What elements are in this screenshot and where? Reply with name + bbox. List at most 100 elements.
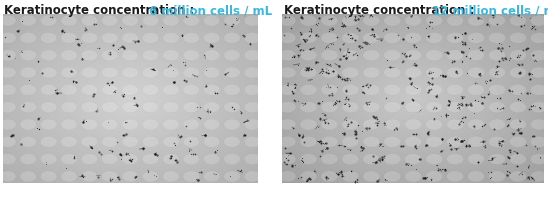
Circle shape bbox=[183, 136, 199, 147]
Circle shape bbox=[41, 50, 57, 61]
Circle shape bbox=[244, 171, 261, 182]
Circle shape bbox=[142, 15, 159, 26]
Circle shape bbox=[0, 15, 16, 26]
Circle shape bbox=[20, 136, 36, 147]
Circle shape bbox=[101, 154, 118, 164]
Circle shape bbox=[41, 33, 57, 43]
Circle shape bbox=[279, 102, 296, 112]
Circle shape bbox=[363, 33, 380, 43]
Circle shape bbox=[61, 67, 77, 78]
Circle shape bbox=[163, 102, 179, 112]
Circle shape bbox=[363, 67, 380, 78]
Circle shape bbox=[447, 67, 464, 78]
Circle shape bbox=[279, 119, 296, 130]
Circle shape bbox=[183, 119, 199, 130]
Circle shape bbox=[244, 15, 261, 26]
Circle shape bbox=[342, 102, 359, 112]
Circle shape bbox=[0, 33, 16, 43]
Circle shape bbox=[510, 50, 526, 61]
Circle shape bbox=[142, 33, 159, 43]
Circle shape bbox=[321, 50, 338, 61]
Circle shape bbox=[530, 67, 547, 78]
Circle shape bbox=[203, 15, 220, 26]
Circle shape bbox=[384, 67, 401, 78]
Circle shape bbox=[101, 171, 118, 182]
Circle shape bbox=[300, 171, 317, 182]
Circle shape bbox=[224, 119, 240, 130]
Circle shape bbox=[447, 136, 464, 147]
Circle shape bbox=[61, 50, 77, 61]
Circle shape bbox=[142, 136, 159, 147]
Circle shape bbox=[279, 67, 296, 78]
Circle shape bbox=[203, 50, 220, 61]
Circle shape bbox=[122, 85, 138, 95]
Circle shape bbox=[342, 136, 359, 147]
Circle shape bbox=[41, 154, 57, 164]
Circle shape bbox=[244, 85, 261, 95]
Circle shape bbox=[0, 102, 16, 112]
Circle shape bbox=[20, 33, 36, 43]
Circle shape bbox=[510, 119, 526, 130]
Circle shape bbox=[405, 50, 421, 61]
Circle shape bbox=[41, 67, 57, 78]
Circle shape bbox=[142, 67, 159, 78]
Circle shape bbox=[163, 67, 179, 78]
Circle shape bbox=[20, 171, 36, 182]
Circle shape bbox=[342, 15, 359, 26]
Circle shape bbox=[61, 171, 77, 182]
Circle shape bbox=[530, 136, 547, 147]
Circle shape bbox=[61, 33, 77, 43]
Circle shape bbox=[20, 102, 36, 112]
Circle shape bbox=[467, 102, 484, 112]
Circle shape bbox=[510, 136, 526, 147]
Circle shape bbox=[426, 171, 443, 182]
Circle shape bbox=[489, 171, 505, 182]
Circle shape bbox=[81, 154, 98, 164]
Circle shape bbox=[142, 119, 159, 130]
Circle shape bbox=[530, 171, 547, 182]
Circle shape bbox=[447, 15, 464, 26]
Circle shape bbox=[447, 119, 464, 130]
Circle shape bbox=[244, 50, 261, 61]
Circle shape bbox=[122, 67, 138, 78]
Circle shape bbox=[203, 136, 220, 147]
Circle shape bbox=[203, 102, 220, 112]
Circle shape bbox=[405, 119, 421, 130]
Circle shape bbox=[122, 154, 138, 164]
Circle shape bbox=[426, 15, 443, 26]
Circle shape bbox=[363, 119, 380, 130]
Circle shape bbox=[426, 33, 443, 43]
Circle shape bbox=[405, 102, 421, 112]
Circle shape bbox=[384, 102, 401, 112]
Circle shape bbox=[224, 102, 240, 112]
Circle shape bbox=[426, 102, 443, 112]
Circle shape bbox=[530, 50, 547, 61]
Circle shape bbox=[510, 33, 526, 43]
Circle shape bbox=[405, 67, 421, 78]
Circle shape bbox=[467, 136, 484, 147]
Circle shape bbox=[467, 50, 484, 61]
Circle shape bbox=[61, 85, 77, 95]
Circle shape bbox=[342, 50, 359, 61]
Circle shape bbox=[203, 171, 220, 182]
Circle shape bbox=[447, 50, 464, 61]
Circle shape bbox=[0, 50, 16, 61]
Circle shape bbox=[41, 136, 57, 147]
Circle shape bbox=[122, 171, 138, 182]
Circle shape bbox=[300, 136, 317, 147]
Circle shape bbox=[530, 15, 547, 26]
Circle shape bbox=[300, 154, 317, 164]
Circle shape bbox=[81, 102, 98, 112]
Circle shape bbox=[342, 67, 359, 78]
Circle shape bbox=[122, 102, 138, 112]
Circle shape bbox=[384, 85, 401, 95]
Circle shape bbox=[163, 33, 179, 43]
Circle shape bbox=[163, 171, 179, 182]
Circle shape bbox=[489, 154, 505, 164]
Circle shape bbox=[279, 33, 296, 43]
Circle shape bbox=[81, 50, 98, 61]
Circle shape bbox=[279, 85, 296, 95]
Circle shape bbox=[467, 119, 484, 130]
Circle shape bbox=[20, 50, 36, 61]
Circle shape bbox=[183, 50, 199, 61]
